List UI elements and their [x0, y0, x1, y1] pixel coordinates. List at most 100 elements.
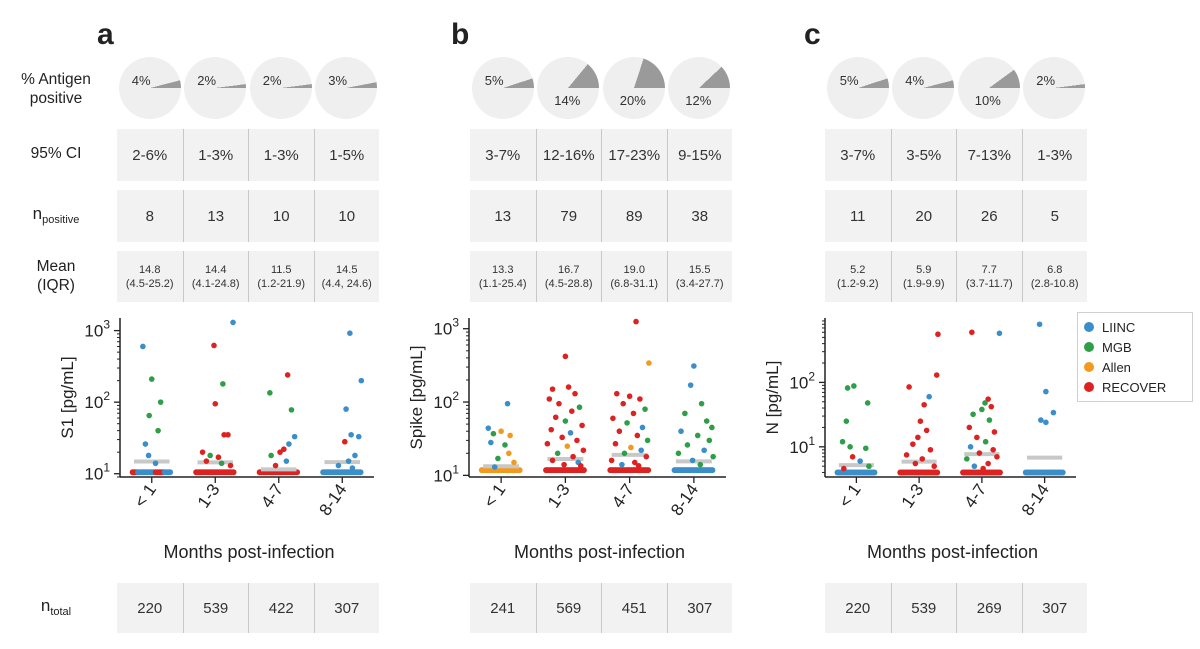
data-point — [612, 440, 619, 447]
antigen-pie — [957, 57, 1020, 119]
mean-iqr-row-cell: 6.8 (2.8-10.8) — [1021, 251, 1088, 302]
mean-iqr-row-cell: 19.0 (6.8-31.1) — [601, 251, 667, 302]
data-point — [986, 417, 993, 423]
antigen-pie — [315, 57, 378, 119]
n-total-row-cell: 269 — [956, 583, 1022, 633]
data-point — [549, 457, 556, 464]
data-point — [994, 453, 1000, 460]
data-point — [608, 457, 615, 464]
data-point — [921, 401, 927, 408]
ci-row-cell: 1-5% — [313, 129, 380, 181]
data-point — [155, 427, 161, 434]
row-label-n-total: ntotal — [40, 596, 72, 619]
y-tick-label: 102 — [789, 369, 815, 392]
n-total-row-cell: 451 — [601, 583, 667, 633]
data-point — [349, 465, 356, 471]
data-point — [990, 446, 996, 453]
ci-row: 3-7% 12-16% 17-23% 9-15% — [470, 129, 732, 181]
data-point — [570, 453, 576, 460]
mean-iqr-row-cell: 7.7 (3.7-11.7) — [956, 251, 1022, 302]
data-point-floor — [357, 469, 364, 476]
data-point — [678, 428, 684, 435]
panel-letter: a — [97, 18, 114, 51]
y-tick-label: 103 — [433, 316, 459, 339]
data-point — [157, 399, 164, 405]
legend-label: Allen — [1102, 359, 1131, 375]
data-point — [675, 450, 682, 457]
data-point — [215, 454, 222, 461]
n-total-row-cell: 241 — [490, 599, 516, 617]
y-tick-label: 101 — [433, 462, 459, 485]
y-tick-label: 101 — [789, 434, 815, 457]
y-axis-label: N [pg/mL] — [763, 361, 782, 435]
data-point — [227, 462, 234, 469]
data-point — [559, 434, 565, 441]
data-point — [565, 384, 572, 390]
data-point — [866, 463, 872, 470]
row-label-mean: Mean (IQR) — [36, 258, 76, 294]
data-point — [272, 462, 279, 469]
data-point — [352, 452, 358, 459]
y-axis-label: S1 [pg/mL] — [58, 356, 77, 438]
data-point — [626, 393, 633, 400]
n-positive-row-cell: 8 — [145, 207, 154, 225]
data-point — [511, 459, 517, 466]
data-point — [849, 453, 856, 460]
data-point — [619, 461, 625, 468]
data-point-floor — [709, 467, 716, 474]
antigen-pie — [184, 57, 247, 119]
data-point — [710, 453, 716, 460]
data-point — [926, 393, 932, 400]
legend-item: LIINC — [1084, 317, 1186, 337]
y-tick-label: 101 — [84, 461, 110, 484]
data-point — [991, 429, 998, 435]
data-point — [709, 424, 715, 431]
antigen-pie — [118, 57, 181, 119]
data-point — [642, 406, 648, 412]
data-point — [910, 441, 916, 447]
x-tick-label: 1-3 — [898, 480, 928, 511]
y-tick-label: 102 — [84, 389, 110, 412]
ci-row-cell: 1-3% — [182, 129, 249, 181]
data-point — [851, 383, 857, 389]
data-point — [624, 420, 630, 426]
n-total-row: 220 539 269 307 — [825, 583, 1087, 633]
pie-percent-label: 5% — [484, 73, 504, 88]
data-point — [912, 460, 919, 467]
mean-iqr-row-cell: 15.5 (3.4-27.7) — [666, 251, 733, 302]
data-point-floor — [1059, 469, 1066, 476]
data-point-floor — [871, 469, 878, 476]
data-point — [504, 400, 511, 407]
legend-item: RECOVER — [1084, 377, 1186, 397]
data-point — [212, 400, 219, 407]
data-point — [646, 360, 652, 366]
data-point — [857, 458, 863, 464]
data-point — [498, 428, 504, 435]
data-point — [277, 449, 283, 455]
data-point — [554, 450, 561, 457]
pie-percent-label: 3% — [328, 73, 348, 88]
n-total-row: 220 539 422 307 — [117, 583, 379, 633]
n-positive-row-cell: 13 — [182, 190, 249, 242]
legend-marker — [1084, 382, 1094, 392]
ci-row-cell: 3-5% — [890, 129, 957, 181]
data-point — [864, 400, 871, 406]
data-point — [703, 418, 710, 424]
data-point — [903, 452, 910, 458]
mean-iqr-row-cell: 5.2 (1.2-9.2) — [836, 263, 879, 290]
legend-marker — [1084, 342, 1094, 352]
x-tick-label: 8-14 — [1018, 480, 1053, 519]
legend-marker — [1084, 362, 1094, 372]
data-point — [1036, 321, 1043, 328]
n-positive-row-cell: 89 — [601, 190, 667, 242]
data-point — [495, 455, 501, 462]
data-point — [347, 330, 353, 336]
data-point — [562, 353, 569, 360]
data-point — [485, 425, 492, 431]
n-positive-row-cell: 10 — [313, 190, 380, 242]
data-point — [268, 452, 274, 459]
data-point-floor — [230, 469, 237, 476]
